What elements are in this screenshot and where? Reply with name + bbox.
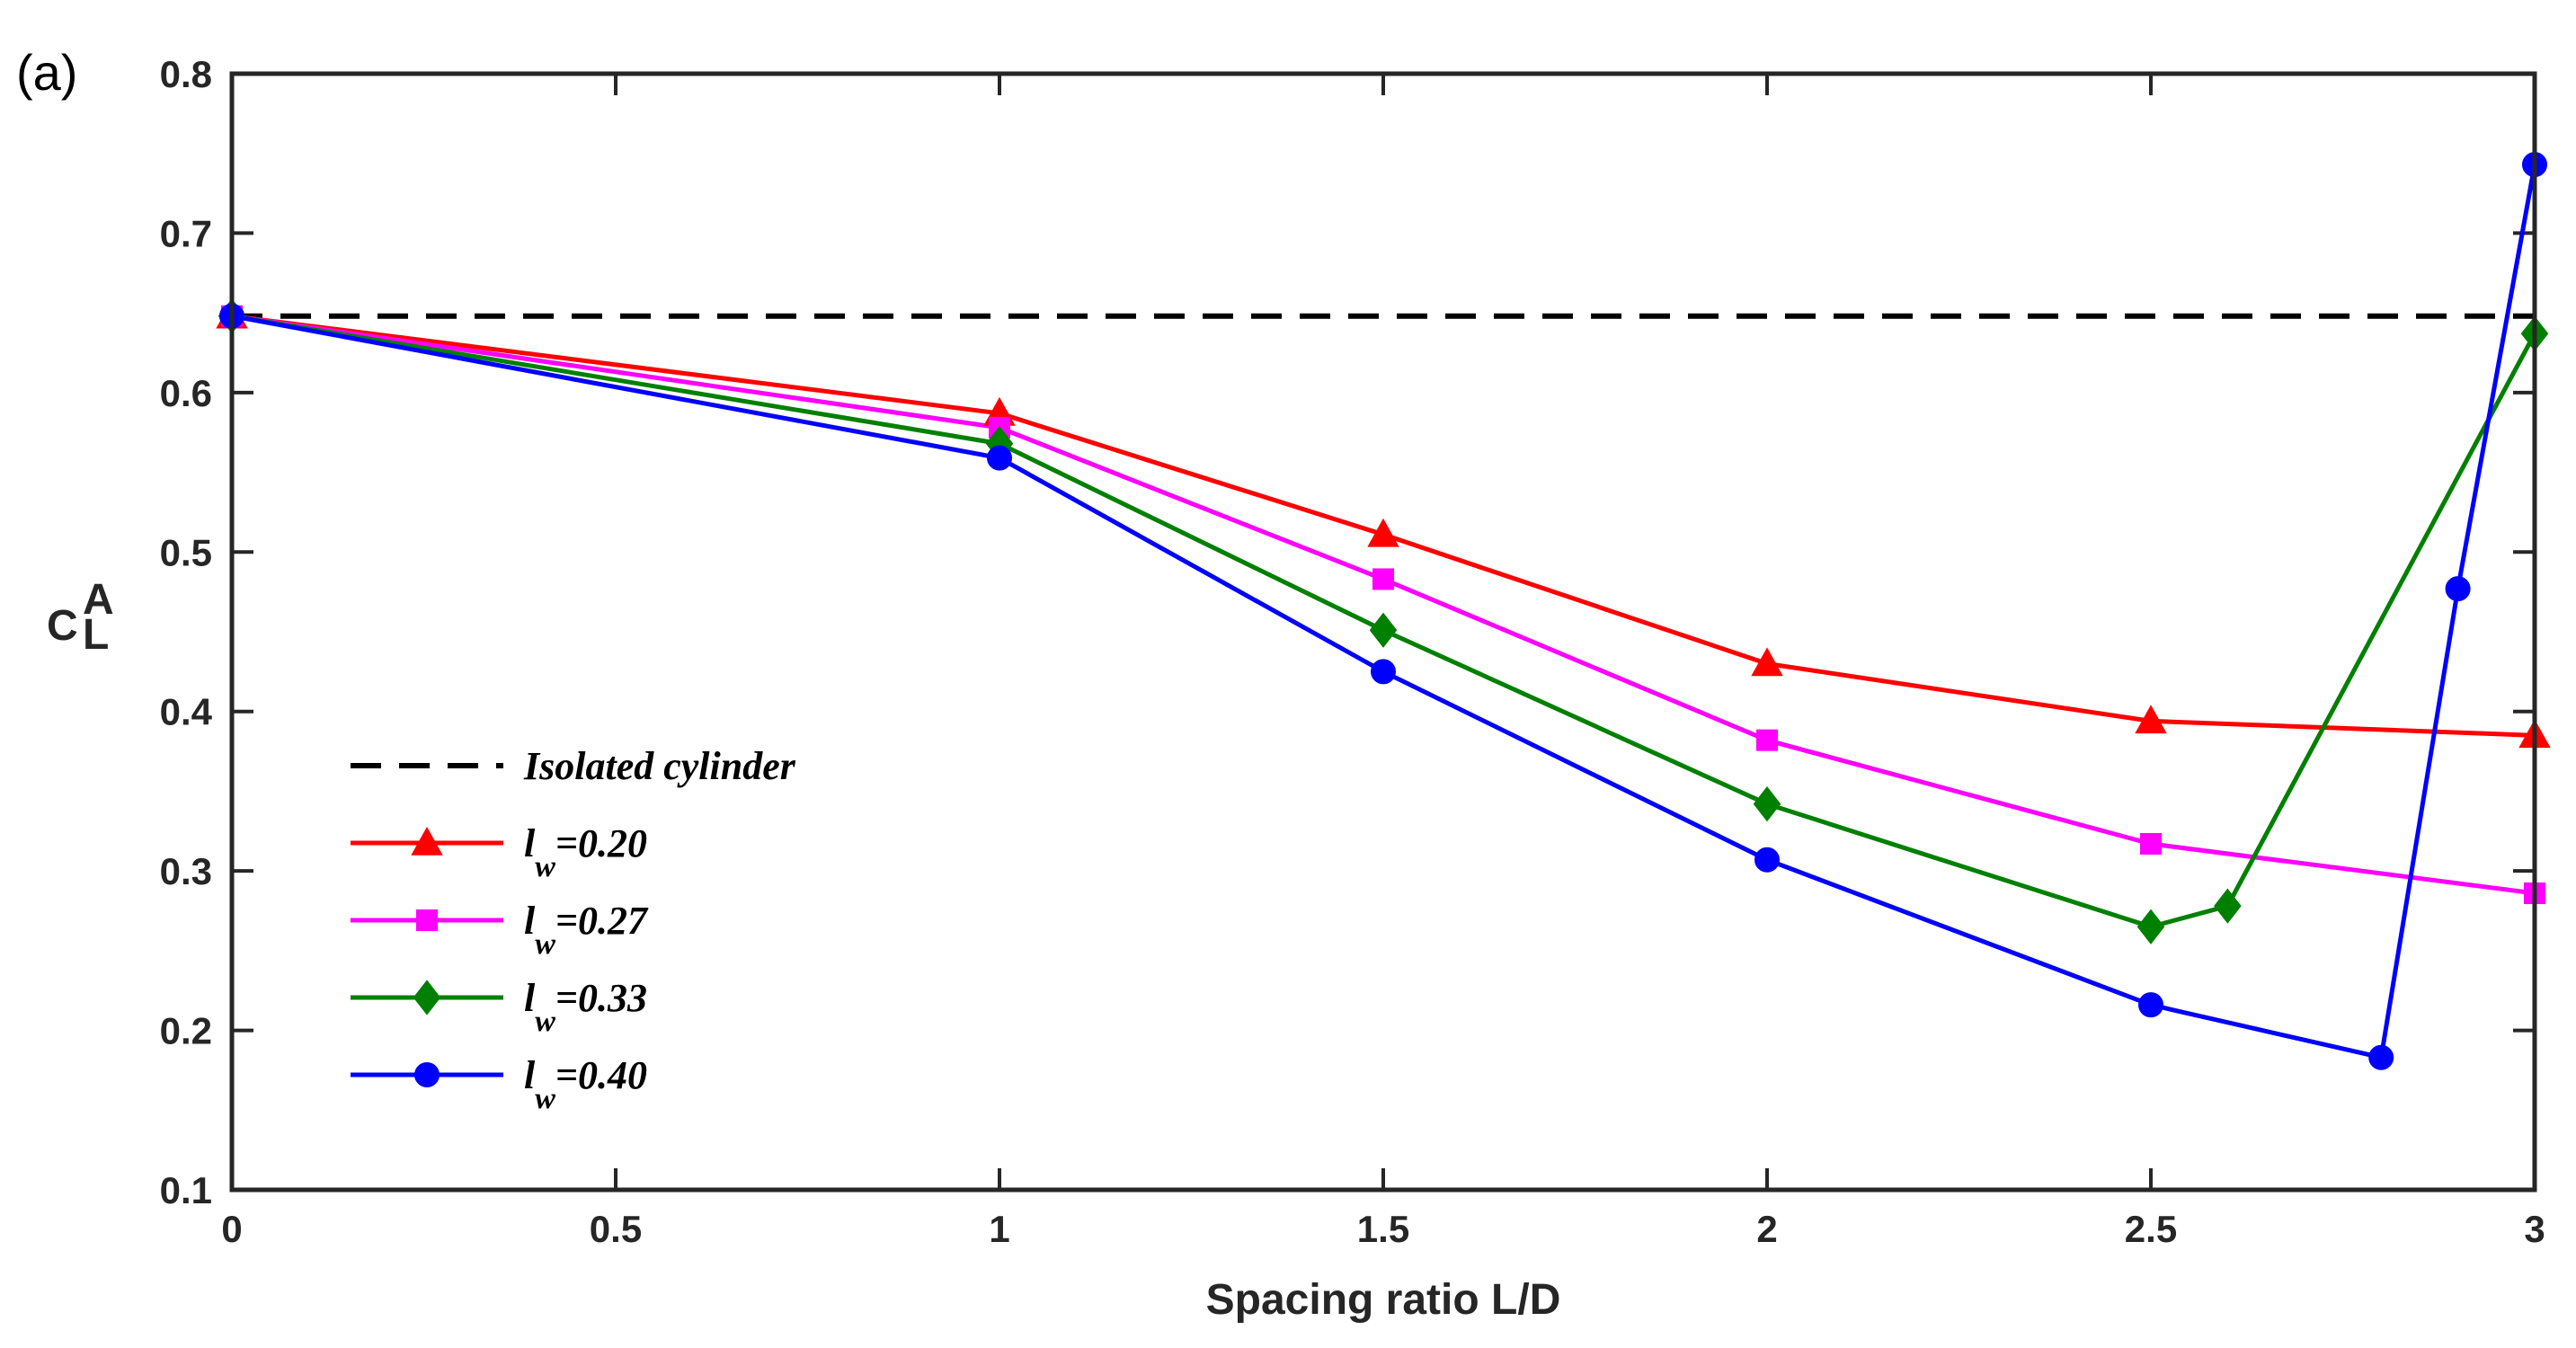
x-tick-label: 2	[1756, 1208, 1777, 1250]
x-axis-label: Spacing ratio L/D	[1206, 1276, 1561, 1324]
y-tick-label: 0.7	[160, 212, 212, 254]
panel-label: (a)	[16, 44, 77, 101]
series-3-point	[2445, 576, 2471, 602]
series-2-point	[2136, 909, 2165, 944]
legend-label-isolated-cylinder: Isolated cylinder	[523, 744, 796, 788]
legend-label-1: lw=0.27	[524, 899, 649, 961]
y-tick-label: 0.8	[160, 53, 212, 95]
legend-label-0: lw=0.20	[524, 821, 647, 883]
series-3-point	[987, 445, 1012, 471]
x-tick-label: 3	[2524, 1208, 2545, 1250]
plot-frame	[229, 71, 2537, 1193]
series-0-point	[2135, 705, 2167, 734]
x-tick-label: 0	[221, 1208, 242, 1250]
y-axis-label-superscript: A	[83, 576, 114, 624]
y-tick-label: 0.2	[160, 1010, 212, 1052]
series-0-point	[1751, 647, 1783, 677]
x-tick-label: 1	[989, 1208, 1009, 1250]
series-2-point	[1753, 785, 1781, 822]
y-tick-label: 0.1	[160, 1169, 212, 1211]
y-tick-label: 0.4	[160, 691, 213, 733]
series-3-point	[1754, 847, 1780, 873]
series-1-point	[2140, 832, 2162, 855]
series-line-3	[231, 164, 2537, 1060]
y-axis-label: C A L	[47, 576, 114, 659]
legend-swatch-marker-3	[414, 1062, 440, 1087]
x-tick-label: 1.5	[1357, 1208, 1409, 1250]
x-tick-label: 2.5	[2125, 1208, 2177, 1250]
series-1-point	[1756, 729, 1778, 751]
legend-label-3: lw=0.40	[524, 1053, 647, 1115]
y-axis-label-main: C	[47, 602, 78, 650]
series-2-point	[2214, 888, 2242, 924]
series-line-0	[231, 314, 2536, 738]
x-tick-label: 0.5	[590, 1208, 642, 1250]
y-tick-label: 0.3	[160, 850, 212, 892]
y-tick-label: 0.5	[160, 531, 212, 573]
legend-swatch-marker-1	[416, 909, 438, 931]
series-3-point	[1371, 659, 1396, 685]
legend-label-2: lw=0.33	[524, 976, 647, 1038]
series-line-1	[231, 314, 2536, 896]
legend-swatch-marker-2	[413, 980, 441, 1015]
series-2-point	[1369, 612, 1398, 648]
legend-swatch-marker-0	[411, 826, 443, 856]
y-axis-label-subscript: L	[83, 611, 109, 659]
legend: Isolated cylinder lw=0.20 lw=0.27 lw=0.33 lw…	[351, 744, 796, 1115]
series-0-point	[1367, 518, 1399, 547]
series-3-point	[2368, 1044, 2394, 1070]
series-3-point	[2138, 992, 2163, 1018]
y-tick-label: 0.6	[160, 372, 212, 414]
series-1-point	[1372, 568, 1394, 590]
